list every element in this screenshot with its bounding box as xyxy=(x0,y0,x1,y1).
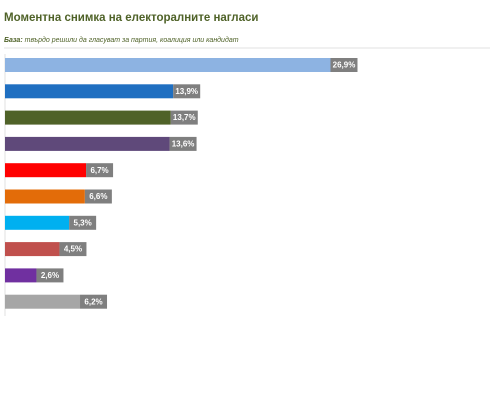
value-label: 26,9% xyxy=(333,61,356,70)
bar xyxy=(5,189,85,204)
bar xyxy=(5,163,87,178)
value-label: 6,6% xyxy=(89,192,107,201)
value-label: 13,7% xyxy=(173,113,196,122)
label-box xyxy=(59,242,87,257)
bar xyxy=(5,58,331,72)
value-label: 13,9% xyxy=(175,87,198,96)
subtitle: База: твърдо решили да гласуват за парти… xyxy=(4,36,239,44)
value-label: 2,6% xyxy=(41,271,59,280)
value-label: 4,5% xyxy=(64,245,82,254)
value-label: 6,2% xyxy=(84,297,102,306)
label-box xyxy=(36,268,64,283)
label-box xyxy=(69,215,97,230)
bar xyxy=(5,110,171,125)
bar xyxy=(5,84,174,99)
bar xyxy=(5,136,170,151)
value-label: 13,6% xyxy=(172,140,195,149)
value-label: 5,3% xyxy=(74,218,92,227)
subtitle-text: твърдо решили да гласуват за партия, коа… xyxy=(25,36,239,44)
bar xyxy=(5,268,37,283)
chart-title: Моментна снимка на електоралните нагласи xyxy=(4,12,258,24)
bar xyxy=(5,294,81,309)
label-box xyxy=(86,163,114,178)
value-label: 6,7% xyxy=(90,166,108,175)
label-box xyxy=(84,189,112,204)
base-label: База: xyxy=(4,37,23,44)
bar xyxy=(5,215,70,230)
label-box xyxy=(169,136,197,151)
label-box xyxy=(80,294,108,309)
bar xyxy=(5,242,60,257)
label-box xyxy=(170,110,198,125)
label-box xyxy=(173,84,201,99)
label-box xyxy=(330,58,358,72)
